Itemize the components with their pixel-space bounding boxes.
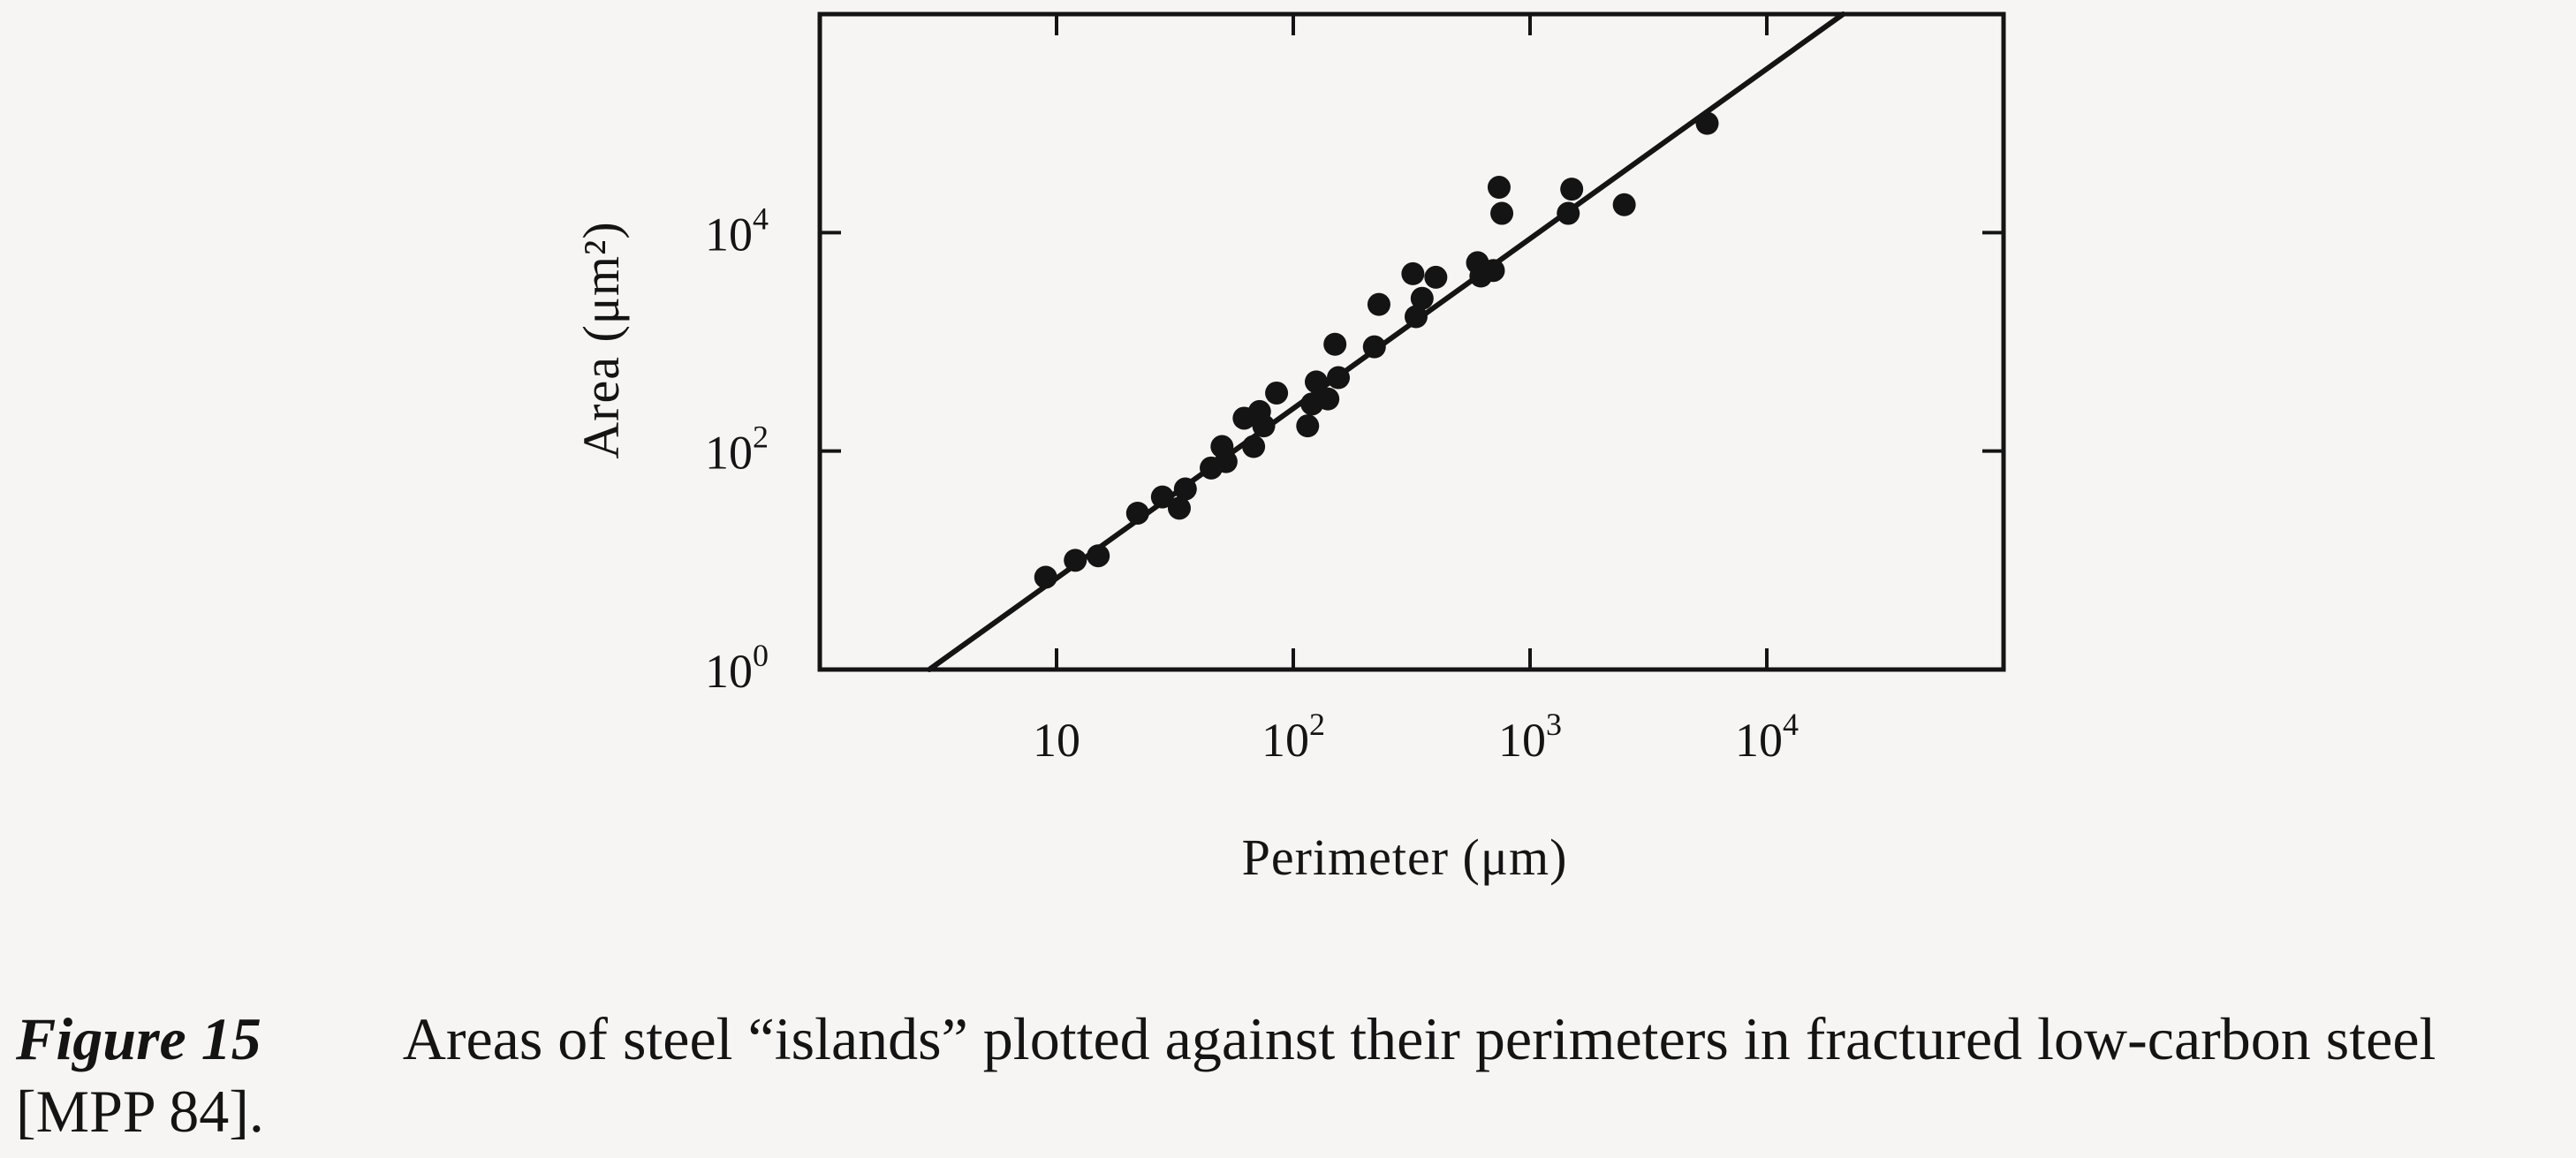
caption-text: Areas of steel “islands” plotted against… [16,1005,2436,1145]
data-point [1327,366,1351,390]
x-tick-label: 104 [1735,707,1799,767]
data-point [1087,544,1110,568]
data-point [1034,565,1057,589]
data-point [1487,176,1511,200]
y-axis-title: Area (μm²) [572,221,630,458]
data-point [1695,111,1719,135]
data-point [1214,450,1238,473]
data-point [1167,496,1191,520]
figure-label: Figure 15 [16,1005,261,1072]
data-point [1304,370,1328,394]
data-point [1612,193,1636,216]
data-point [1173,477,1197,501]
data-point [1560,178,1584,201]
x-tick-exp: 2 [1309,707,1325,742]
x-tick-base: 10 [1498,714,1546,767]
y-tick-base: 10 [705,208,753,261]
figure-caption: Figure 15 Areas of steel “islands” plotte… [16,1003,2560,1147]
data-point [1367,292,1390,316]
data-point [1401,261,1425,285]
x-tick-base: 10 [1033,714,1080,767]
y-tick-label: 102 [705,420,769,480]
axis-ticks [820,14,2004,671]
data-point [1424,265,1448,289]
x-tick-base: 10 [1261,714,1309,767]
data-point [1125,501,1149,525]
x-tick-label: 10 [1033,714,1080,767]
y-tick-base: 10 [705,427,753,480]
data-point [1490,201,1514,225]
x-tick-exp: 3 [1546,707,1562,742]
data-point [1242,435,1266,458]
y-tick-label: 104 [705,201,769,261]
data-point [1150,485,1174,509]
x-axis-title: Perimeter (μm) [1242,829,1568,886]
y-tick-base: 10 [705,645,753,698]
data-point [1481,259,1505,283]
y-tick-label: 100 [705,638,769,698]
data-point [1064,549,1087,572]
data-point [1316,387,1340,411]
data-point [1362,335,1386,359]
x-tick-base: 10 [1735,714,1783,767]
y-tick-exp: 2 [753,420,769,455]
y-tick-exp: 4 [753,201,769,236]
x-tick-labels: 10 102 103 104 [1033,707,1799,767]
x-tick-label: 102 [1261,707,1325,767]
x-tick-exp: 4 [1783,707,1799,742]
x-tick-label: 103 [1498,707,1562,767]
data-point [1404,305,1428,329]
plot-frame [817,11,2006,672]
data-point [1265,381,1289,405]
data-points [1034,111,1719,589]
data-point [1323,332,1347,356]
y-tick-exp: 0 [753,638,769,673]
data-point [1557,201,1580,225]
data-point [1410,286,1434,310]
data-point [1252,414,1276,438]
data-point [1296,414,1320,438]
